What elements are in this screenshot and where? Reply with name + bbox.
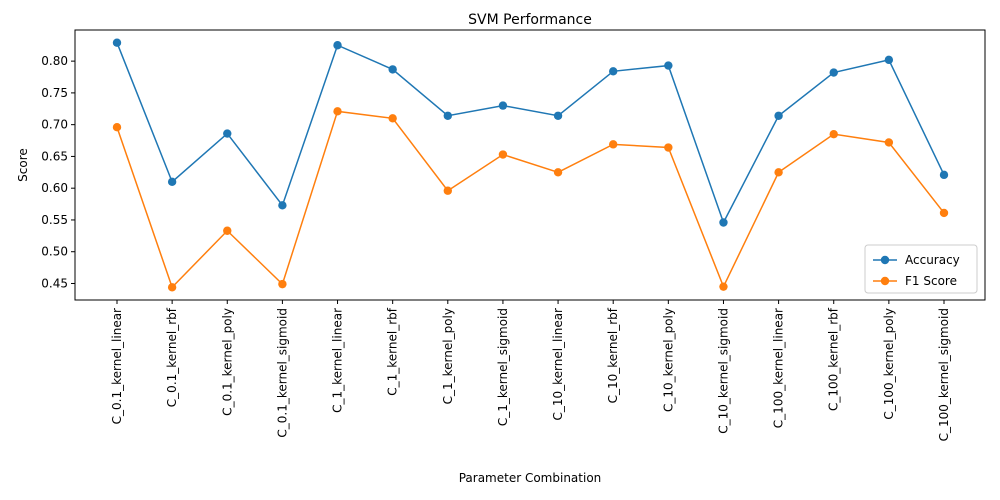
axis-ticks: 0.45 0.50 0.55 0.60 0.65 0.70 0.75 0.80 C_0.1_ke… — [41, 54, 951, 441]
data-point — [112, 123, 122, 132]
data-point — [443, 186, 452, 195]
series-line — [116, 42, 945, 225]
legend-label: F1 Score — [905, 274, 957, 288]
legend: Accuracy F1 Score — [864, 244, 978, 294]
series-accuracy — [112, 38, 949, 227]
x-tick-label: C_10_kernel_rbf — [606, 307, 620, 403]
data-point — [774, 168, 783, 177]
data-point — [719, 282, 728, 291]
legend-label: Accuracy — [905, 253, 960, 267]
x-tick-label: C_100_kernel_rbf — [827, 307, 841, 411]
x-tick-label: C_10_kernel_poly — [661, 308, 675, 412]
data-point — [223, 129, 232, 138]
data-point — [167, 177, 177, 187]
data-point — [939, 170, 949, 180]
data-point — [939, 208, 949, 218]
data-point — [443, 111, 452, 120]
data-point — [609, 140, 618, 149]
x-tick-label: C_10_kernel_sigmoid — [716, 308, 730, 434]
data-point — [609, 67, 618, 76]
y-tick-label: 0.50 — [41, 245, 68, 259]
x-tick-label: C_1_kernel_poly — [441, 308, 455, 404]
legend-marker — [880, 276, 890, 286]
data-point — [719, 218, 728, 227]
data-point — [333, 107, 342, 116]
y-tick-label: 0.70 — [41, 118, 68, 132]
data-point — [112, 38, 122, 47]
x-tick-label: C_0.1_kernel_poly — [220, 308, 234, 416]
data-point — [884, 55, 894, 65]
data-point — [498, 101, 508, 110]
data-point — [664, 143, 673, 152]
y-axis-title: Score — [16, 148, 30, 182]
series-f1-score — [112, 107, 949, 292]
x-tick-label: C_0.1_kernel_rbf — [165, 307, 179, 407]
chart-title: SVM Performance — [468, 12, 592, 28]
data-point — [388, 114, 397, 123]
data-point — [278, 279, 287, 289]
data-point — [829, 129, 838, 139]
data-point — [829, 68, 838, 77]
data-point — [498, 150, 508, 159]
x-tick-label: C_10_kernel_linear — [551, 308, 565, 421]
data-point — [278, 201, 287, 210]
y-tick-label: 0.55 — [41, 213, 68, 227]
data-point — [167, 283, 177, 292]
data-point — [884, 138, 894, 147]
data-point — [553, 111, 563, 120]
series-layer — [112, 38, 949, 292]
x-tick-label: C_100_kernel_sigmoid — [937, 308, 951, 441]
plot-frame — [74, 29, 986, 301]
x-tick-label: C_100_kernel_poly — [882, 308, 896, 420]
data-point — [388, 65, 397, 74]
x-tick-label: C_1_kernel_sigmoid — [496, 308, 510, 426]
x-tick-label: C_1_kernel_linear — [331, 308, 345, 413]
x-tick-label: C_1_kernel_rbf — [386, 307, 400, 396]
data-point — [774, 111, 783, 120]
legend-marker — [880, 255, 890, 265]
y-tick-label: 0.60 — [41, 181, 68, 195]
y-tick-label: 0.65 — [41, 149, 68, 163]
y-tick-label: 0.80 — [41, 54, 68, 68]
data-point — [333, 41, 342, 50]
data-point — [553, 168, 563, 177]
x-tick-label: C_100_kernel_linear — [772, 308, 786, 428]
x-tick-label: C_0.1_kernel_sigmoid — [275, 308, 289, 438]
data-point — [223, 226, 232, 235]
data-point — [664, 61, 673, 70]
y-tick-label: 0.75 — [41, 86, 68, 100]
x-tick-label: C_0.1_kernel_linear — [110, 308, 124, 424]
y-tick-label: 0.45 — [41, 276, 68, 290]
x-axis-title: Parameter Combination — [459, 471, 602, 485]
series-line — [116, 110, 945, 289]
